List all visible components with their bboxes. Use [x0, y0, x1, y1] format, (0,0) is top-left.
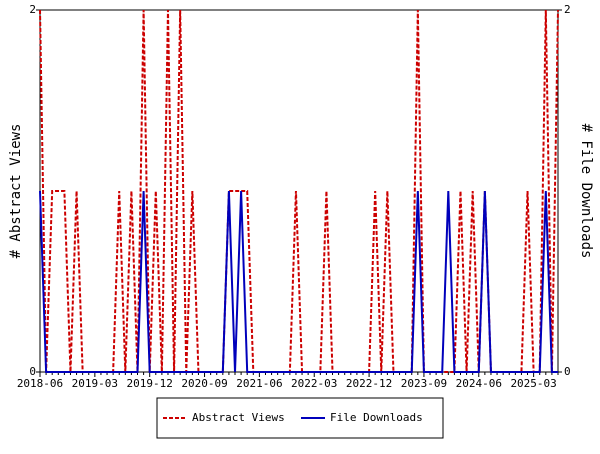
legend-label: File Downloads [330, 411, 423, 424]
x-tick-label: 2019-03 [72, 377, 118, 390]
y-axis-label: # Abstract Views [8, 124, 24, 259]
x-tick-label: 2022-03 [291, 377, 337, 390]
series-line [39, 190, 558, 373]
y2-tick-label: 2 [564, 3, 571, 16]
legend-box [156, 397, 444, 439]
series-line [39, 9, 559, 373]
x-tick-label: 2022-12 [346, 377, 392, 390]
x-tick-label: 2019-12 [127, 377, 173, 390]
x-tick-label: 2020-09 [181, 377, 227, 390]
y-tick-label: 0 [29, 365, 36, 378]
x-tick-label: 2023-09 [401, 377, 447, 390]
y-tick-label: 2 [29, 3, 36, 16]
x-tick-label: 2024-06 [456, 377, 502, 390]
y2-axis-label: # File Downloads [578, 124, 594, 259]
x-tick-label: 2025-03 [510, 377, 556, 390]
x-tick-label: 2021-06 [236, 377, 282, 390]
legend-label: Abstract Views [192, 411, 285, 424]
y2-tick-label: 0 [564, 365, 571, 378]
x-tick-label: 2018-06 [17, 377, 63, 390]
